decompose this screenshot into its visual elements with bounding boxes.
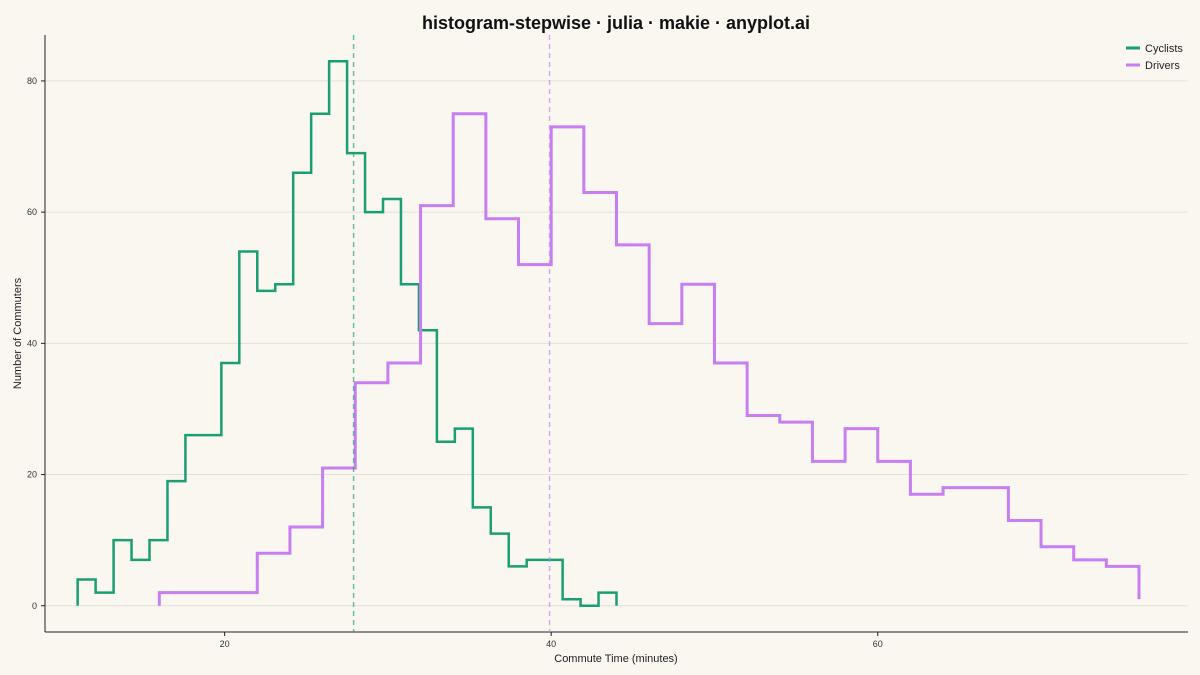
y-tick-label: 0 xyxy=(32,601,37,611)
drivers-step-line xyxy=(157,112,1141,606)
cyclists-step-line xyxy=(76,59,618,608)
y-axis-label: Number of Commuters xyxy=(12,277,24,389)
grid-lines xyxy=(45,80,1188,607)
x-tick-label: 60 xyxy=(873,639,883,649)
y-tick-label: 40 xyxy=(27,338,37,348)
chart-title: histogram-stepwise · julia · makie · any… xyxy=(422,13,810,33)
x-axis-label: Commute Time (minutes) xyxy=(554,653,677,665)
mean-lines xyxy=(352,35,551,632)
x-tick-label: 40 xyxy=(546,639,556,649)
legend-label-drivers: Drivers xyxy=(1145,60,1180,72)
legend-item-drivers: Drivers xyxy=(1126,60,1180,72)
y-tick-label: 20 xyxy=(27,470,37,480)
series-layer xyxy=(76,59,1141,608)
axes xyxy=(41,35,1188,636)
y-tick-label: 80 xyxy=(27,76,37,86)
legend-item-cyclists: Cyclists xyxy=(1126,43,1183,55)
tick-labels: 0 20 40 60 80 20 40 60 xyxy=(27,76,883,649)
legend: Cyclists Drivers xyxy=(1126,43,1183,72)
legend-label-cyclists: Cyclists xyxy=(1145,43,1183,55)
y-tick-label: 60 xyxy=(27,207,37,217)
x-tick-label: 20 xyxy=(220,639,230,649)
